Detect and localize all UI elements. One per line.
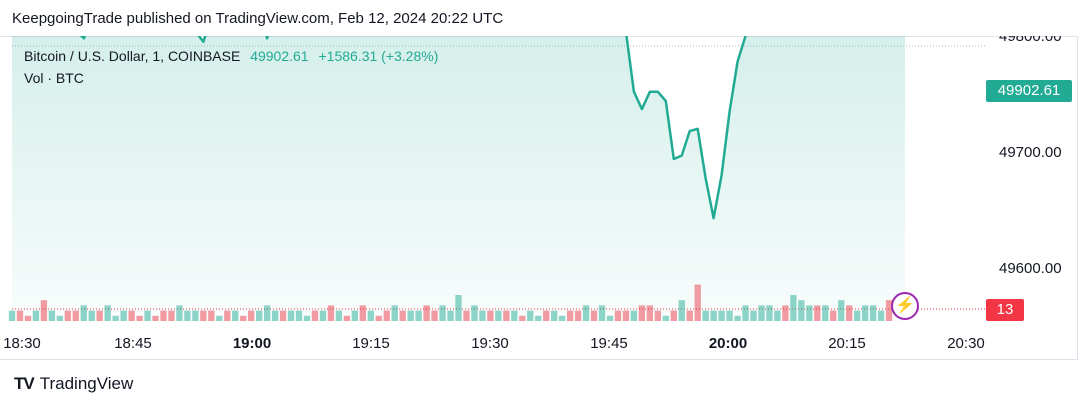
price-area <box>12 36 905 321</box>
legend-change: +1586.31 (+3.28%) <box>318 48 439 64</box>
symbol-legend: Bitcoin / U.S. Dollar, 1, COINBASE 49902… <box>24 48 438 64</box>
x-tick-label: 19:30 <box>471 335 509 352</box>
symbol-name: Bitcoin / U.S. Dollar, 1, COINBASE <box>24 48 241 64</box>
x-tick-label: 19:00 <box>233 335 271 352</box>
publication-header: KeepgoingTrade published on TradingView.… <box>12 10 504 27</box>
y-tick-label: 49800.00 <box>999 36 1062 45</box>
legend-price: 49902.61 <box>250 48 309 64</box>
x-tick-label: 19:15 <box>352 335 390 352</box>
tradingview-brand[interactable]: TV TradingView <box>14 374 133 394</box>
tradingview-logo-icon: TV <box>14 374 35 393</box>
x-tick-label: 19:45 <box>590 335 628 352</box>
x-tick-label: 18:30 <box>3 335 41 352</box>
lightning-icon[interactable]: ⚡ <box>891 292 919 320</box>
x-tick-label: 18:45 <box>114 335 152 352</box>
price-chart[interactable]: 49600.00 49700.00 49800.00 18:30 18:45 19:00… <box>0 36 1078 360</box>
last-price-tag: 49902.61 <box>986 80 1072 102</box>
y-tick-label: 49600.00 <box>999 260 1062 277</box>
volume-legend: Vol · BTC <box>24 70 84 86</box>
x-tick-label: 20:00 <box>709 335 747 352</box>
x-tick-label: 20:15 <box>828 335 866 352</box>
last-volume-tag: 13 <box>986 299 1024 321</box>
x-tick-label: 20:30 <box>947 335 985 352</box>
brand-name: TradingView <box>39 374 134 393</box>
y-tick-label: 49700.00 <box>999 144 1062 161</box>
